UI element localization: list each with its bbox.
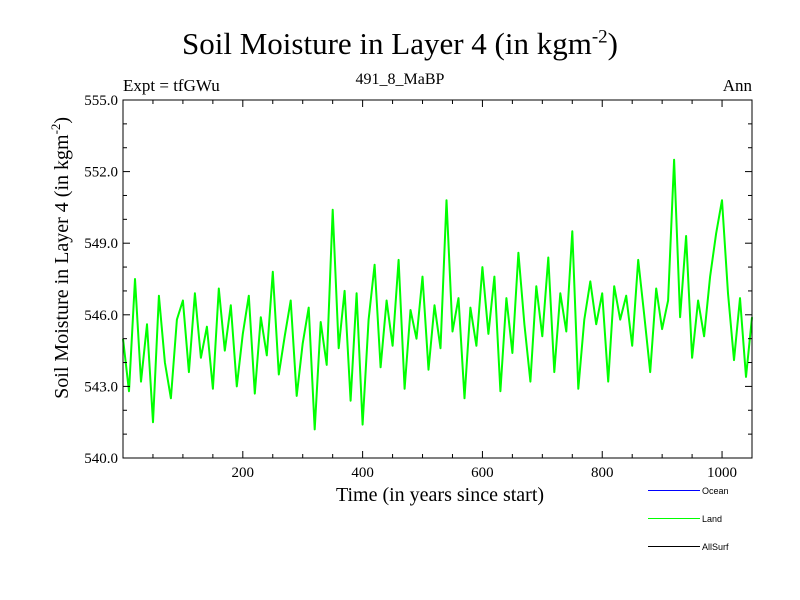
y-tick-label-1: 543.0 — [84, 379, 118, 395]
x-tick-label-1000: 1000 — [707, 465, 737, 481]
chart-title: Soil Moisture in Layer 4 (in kgm-2) — [182, 26, 618, 61]
legend-label-ocean: Ocean — [702, 486, 729, 496]
legend-item-ocean: Ocean — [648, 484, 768, 498]
y-axis-label: Soil Moisture in Layer 4 (in kgm-2) — [48, 116, 73, 399]
legend-swatch-ocean — [648, 490, 700, 491]
legend-label-allsurf: AllSurf — [702, 542, 729, 552]
x-axis-label: Time (in years since start) — [335, 484, 545, 506]
legend-item-land: Land — [648, 512, 768, 526]
legend-swatch-allsurf — [648, 546, 700, 547]
legend-item-allsurf: AllSurf — [648, 540, 768, 554]
x-tick-label-600: 600 — [471, 465, 494, 481]
x-tick-label-400: 400 — [351, 465, 374, 481]
series-line-land — [122, 158, 753, 431]
y-tick-label-5: 555.0 — [84, 93, 118, 109]
subtitle-run: 491_8_MaBP — [355, 71, 445, 88]
y-tick-label-0: 540.0 — [84, 451, 118, 467]
x-tick-label-800: 800 — [591, 465, 614, 481]
plot-frame — [122, 99, 753, 459]
y-tick-label-3: 549.0 — [84, 236, 118, 252]
x-tick-label-200: 200 — [232, 465, 255, 481]
subtitle-experiment: Expt = tfGWu — [123, 76, 220, 95]
subtitle-period: Ann — [722, 76, 752, 95]
y-tick-label-2: 546.0 — [84, 308, 118, 324]
legend-swatch-land — [648, 518, 700, 519]
legend-label-land: Land — [702, 514, 723, 524]
y-tick-label-4: 552.0 — [84, 165, 118, 181]
